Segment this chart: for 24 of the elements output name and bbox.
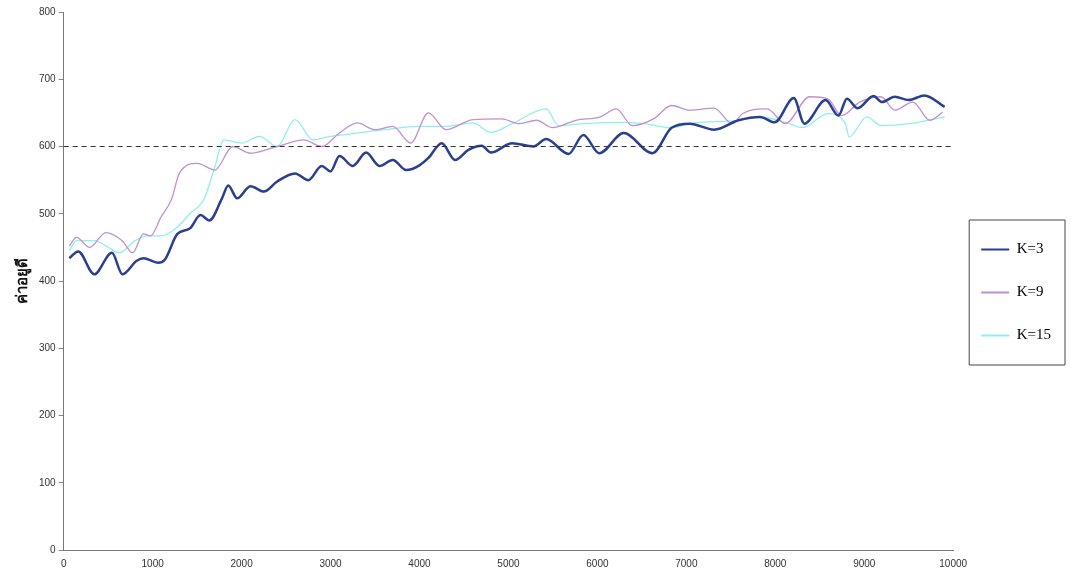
legend-label: K=3 <box>1016 240 1044 257</box>
y-axis-title: ค่าอยูดี <box>12 258 32 304</box>
x-tick-label: 9000 <box>853 557 876 569</box>
x-tick-label: 0 <box>60 557 67 569</box>
x-tick-label: 6000 <box>586 557 609 569</box>
y-tick-label: 300 <box>39 342 57 353</box>
y-tick-label: 700 <box>39 73 57 84</box>
x-tick-label: 2000 <box>230 557 254 569</box>
y-tick-label: 800 <box>39 5 57 17</box>
x-tick-label: 4000 <box>408 557 432 569</box>
y-tick-label: 200 <box>39 409 57 421</box>
legend-label: K=15 <box>1016 326 1051 343</box>
y-tick-label: 100 <box>39 476 57 488</box>
y-tick-label: 600 <box>39 140 57 152</box>
x-tick-label: 10000 <box>939 557 968 569</box>
x-tick-label: 3000 <box>319 557 343 569</box>
x-tick-label: 1000 <box>141 557 165 569</box>
x-tick-label: 8000 <box>764 557 787 569</box>
x-tick-label: 5000 <box>497 557 521 569</box>
x-tick-label: 7000 <box>675 557 698 569</box>
y-tick-label: 400 <box>39 274 57 286</box>
y-tick-label: 0 <box>50 543 57 555</box>
legend-label: K=9 <box>1016 283 1044 300</box>
y-tick-label: 500 <box>39 207 57 219</box>
